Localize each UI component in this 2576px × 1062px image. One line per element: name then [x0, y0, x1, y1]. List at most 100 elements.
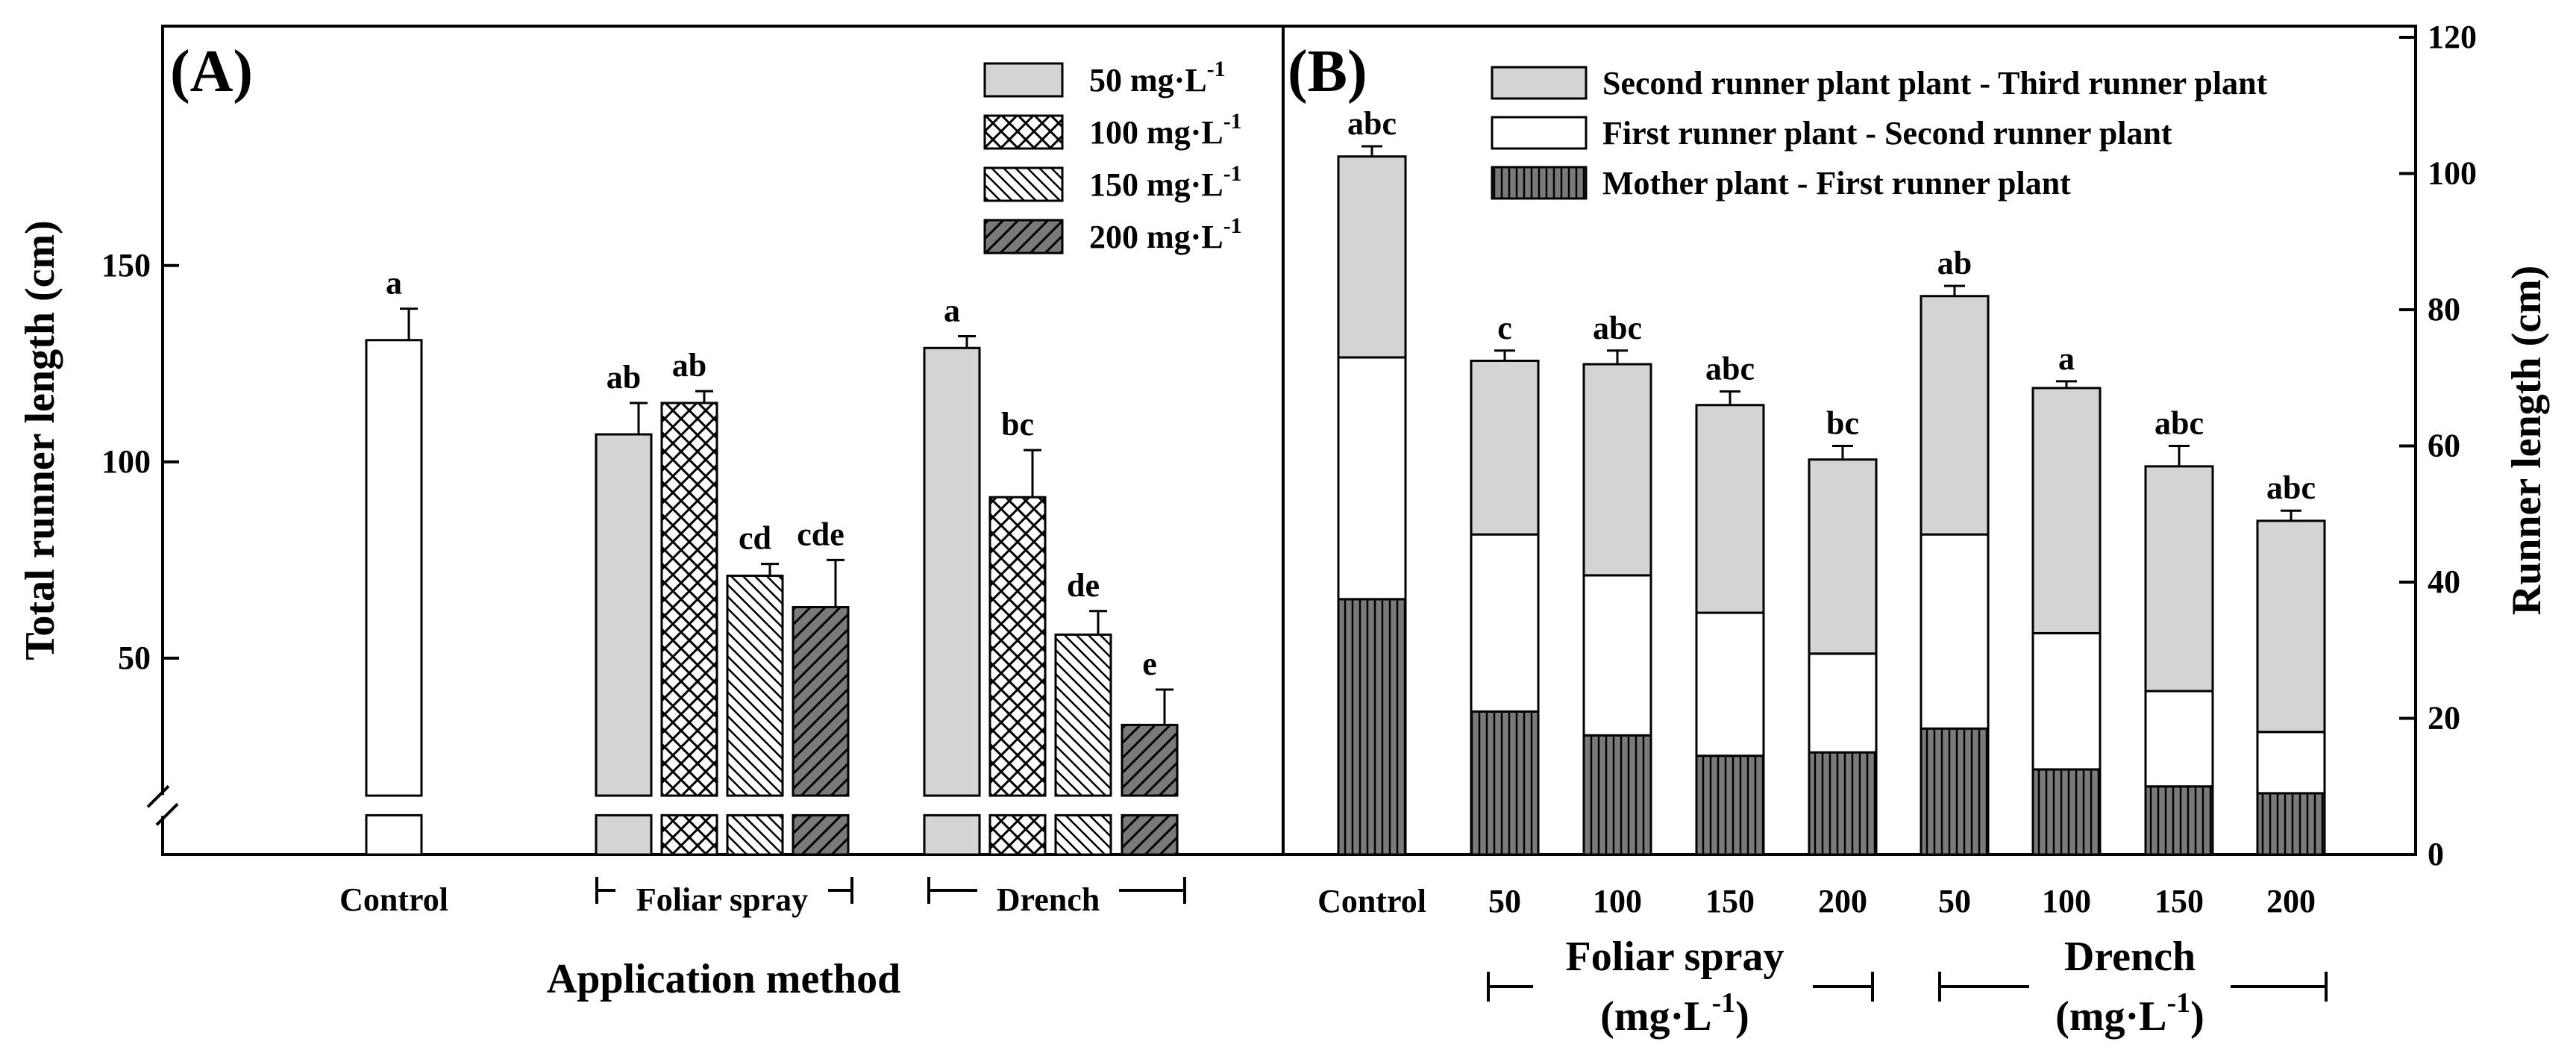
panel-b-ytick-label: 80	[2428, 291, 2460, 328]
panel-b-legend-label: Second runner plant plant - Third runner…	[1602, 65, 2268, 101]
panel-a-bar-stub	[988, 813, 1047, 856]
panel-b-bar-segment	[2256, 792, 2326, 856]
panel-b-legend-label: Mother plant - First runner plant	[1602, 165, 2071, 202]
panel-b-letter: ab	[1937, 245, 1972, 281]
panel-a-bar	[923, 346, 981, 797]
panel-b-bar-segment	[1920, 727, 1990, 856]
panel-b-bar-segment	[1695, 404, 1765, 614]
panel-b-bar-segment	[1695, 755, 1765, 856]
panel-b-letter: bc	[1826, 405, 1859, 442]
panel-b-ytick-label: 120	[2428, 19, 2477, 55]
legend-label-200: 200 mg·L-1	[1089, 213, 1242, 255]
panel-b-bar-segment	[1470, 533, 1540, 713]
panel-a-bar	[726, 574, 784, 797]
panel-b-bar-segment	[2144, 785, 2214, 856]
panel-a-ytick-label: 50	[118, 640, 151, 676]
panel-b-bar-segment	[1808, 652, 1878, 754]
panel-b-group-foliar-unit: (mg·L-1)	[1600, 987, 1749, 1040]
panel-b-group-drench-unit: (mg·L-1)	[2055, 987, 2204, 1040]
legend-swatch-100	[983, 114, 1064, 150]
panel-a-bracket-drench	[927, 877, 1186, 904]
panel-a-bar-stub	[792, 813, 850, 856]
panel-b-bar-segment	[2256, 519, 2326, 734]
legend-swatch-50	[983, 62, 1064, 98]
panel-a-group-foliar: Foliar spray	[636, 881, 808, 918]
panel-b-letter: abc	[1593, 310, 1642, 346]
panel-b-letter: abc	[2154, 405, 2204, 442]
panel-a-axis-break-mark	[155, 802, 179, 826]
panel-a-xlabel: Application method	[547, 956, 901, 1002]
panel-b-xtick-label: Control	[1317, 883, 1426, 919]
panel-b-bar-segment	[1470, 710, 1540, 856]
panel-a-letter: a	[386, 265, 402, 302]
panel-b-xtick-label: 200	[2266, 883, 2316, 919]
panel-a-bar	[660, 402, 718, 797]
panel-b-bar-segment	[1582, 574, 1652, 737]
panel-a-letter: ab	[672, 347, 706, 384]
legend-swatch-200	[983, 219, 1064, 254]
panel-a-axis-break-mark	[146, 784, 170, 808]
panel-b-legend-swatch	[1491, 66, 1588, 100]
panel-b-legend-swatch	[1491, 116, 1588, 150]
panel-a-letter: cde	[797, 516, 844, 552]
panel-a-group-drench: Drench	[997, 881, 1100, 918]
panel-a-label: (A)	[170, 39, 253, 104]
panel-b-bar-segment	[2031, 768, 2102, 856]
panel-b-xtick-label: 150	[2154, 883, 2204, 919]
panel-b-xtick-label: 50	[1488, 883, 1521, 919]
panel-a: (A) 50 100 150 a ab ab cd cde a bc de e Total runn…	[17, 25, 1285, 1002]
panel-b-bracket-drench	[1938, 972, 2328, 1002]
panel-a-ytick-label: 100	[101, 443, 151, 480]
panel-b-bar-segment	[1582, 363, 1652, 577]
panel-a-bar	[1121, 723, 1179, 797]
panel-a-bar-stub	[595, 813, 653, 856]
panel-b-bar-segment	[2031, 387, 2102, 634]
panel-a-group-control: Control	[339, 881, 448, 918]
panel-a-letter: e	[1142, 646, 1157, 682]
legend-swatch-150	[983, 166, 1064, 202]
panel-a-bar	[365, 339, 423, 797]
panel-b-bar-segment	[2031, 631, 2102, 771]
panel-a-letter: cd	[739, 520, 771, 557]
panel-b-letter: c	[1497, 310, 1512, 346]
panel-b-group-drench: Drench	[2064, 934, 2196, 980]
panel-b-ylabel: Runner length (cm)	[2504, 266, 2550, 616]
legend-label-100: 100 mg·L-1	[1089, 109, 1242, 151]
panel-b-group-foliar: Foliar spray	[1566, 934, 1784, 980]
legend-label-50: 50 mg·L-1	[1089, 57, 1226, 99]
panel-b-bar-segment	[1582, 734, 1652, 856]
panel-b-xtick-label: 150	[1705, 883, 1755, 919]
panel-b-bar-segment	[1470, 359, 1540, 536]
panel-a-legend: 50 mg·L-1 100 mg·L-1 150 mg·L-1 200 mg·L…	[983, 57, 1242, 255]
panel-a-bar-stub	[660, 813, 718, 856]
panel-b-legend-swatch	[1491, 166, 1588, 200]
panel-b-xtick-label: 100	[1593, 883, 1642, 919]
panel-a-bracket-foliar	[595, 877, 853, 904]
panel-a-letter: a	[944, 292, 960, 328]
panel-b-letter: abc	[1705, 351, 1755, 387]
panel-b-bar-segment	[2144, 465, 2214, 693]
panel-b-bar-segment	[1808, 458, 1878, 655]
panel-a-ytick-label: 150	[101, 247, 151, 284]
panel-b-bracket-foliar	[1487, 972, 1874, 1002]
panel-b-xtick-label: 50	[1938, 883, 1971, 919]
panel-b-bar-segment	[2144, 690, 2214, 788]
panel-b-letter: a	[2058, 340, 2075, 377]
panel-b-bar-segment	[1920, 533, 1990, 730]
panel-b-xtick-label: 100	[2042, 883, 2091, 919]
panel-a-letter: bc	[1001, 406, 1034, 443]
panel-b-ytick-label: 20	[2428, 700, 2460, 737]
panel-b-bar-segment	[1808, 751, 1878, 856]
panel-b-ytick-label: 40	[2428, 563, 2460, 600]
panel-a-bar	[792, 606, 850, 797]
panel-b-label: (B)	[1288, 39, 1367, 104]
panel-b-bar-segment	[1920, 295, 1990, 536]
legend-label-150: 150 mg·L-1	[1089, 161, 1242, 203]
panel-b-bar-segment	[1337, 356, 1407, 601]
panel-b-bar-segment	[2256, 731, 2326, 795]
panel-b-bar-segment	[1337, 155, 1407, 359]
panel-a-bar	[595, 433, 653, 797]
panel-a-bar-stub	[923, 813, 981, 856]
panel-b-letter: abc	[1347, 105, 1397, 142]
